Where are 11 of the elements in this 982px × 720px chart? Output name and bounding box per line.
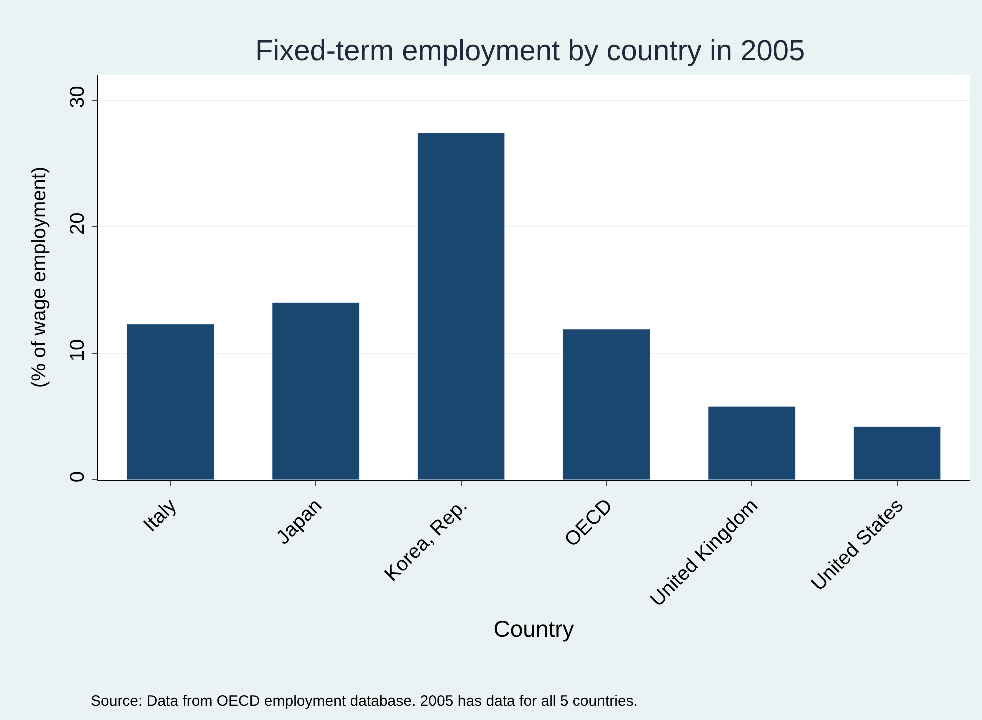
y-tick-label: 10 xyxy=(67,339,89,362)
y-tick-label: 0 xyxy=(67,471,89,483)
x-axis-title: Country xyxy=(494,616,575,642)
source-note: Source: Data from OECD employment database. 2005 has data for all 5 countries. xyxy=(91,693,638,710)
chart-title: Fixed-term employment by country in 2005 xyxy=(255,36,806,68)
bar xyxy=(853,426,942,480)
x-tick-label: Italy xyxy=(140,495,182,537)
bar xyxy=(708,406,796,480)
y-tick-label: 20 xyxy=(67,212,89,236)
y-tick-label: 30 xyxy=(67,86,89,108)
y-axis-title: (% of wage employment) xyxy=(28,166,50,388)
